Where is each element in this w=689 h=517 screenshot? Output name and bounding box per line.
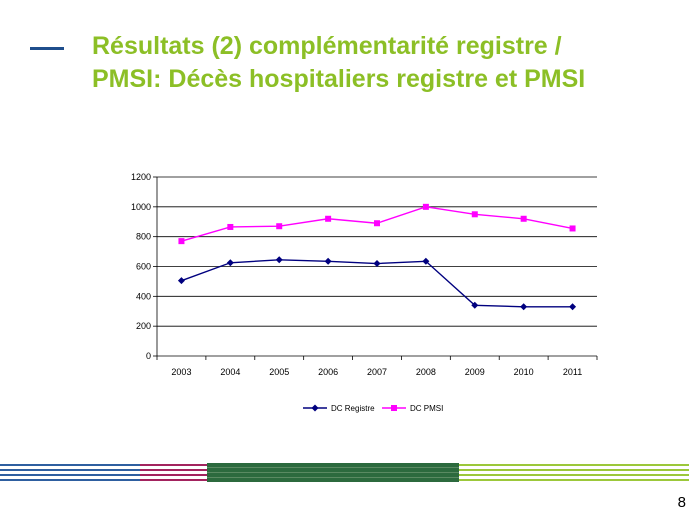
y-tick-label: 800 [136, 232, 151, 242]
series-2-point [276, 223, 283, 230]
series-2-point [178, 238, 185, 245]
y-tick-label: 0 [146, 351, 151, 361]
series-1-point [373, 260, 381, 268]
x-tick-label: 2007 [367, 367, 387, 377]
y-tick-label: 1000 [131, 202, 151, 212]
x-tick-label: 2010 [514, 367, 534, 377]
legend-label-2: DC PMSI [410, 404, 443, 413]
y-tick-label: 600 [136, 262, 151, 272]
slide-title-line-1: Résultats (2) complémentarité registre / [92, 32, 562, 60]
series-2-point [325, 215, 332, 222]
x-tick-label: 2011 [563, 367, 582, 377]
series-2-point [374, 220, 380, 227]
slide-title-line-2: PMSI: Décès hospitaliers registre et PMS… [92, 65, 586, 93]
series-1-point [422, 257, 430, 265]
series-2-point [422, 203, 429, 210]
x-tick-label: 2009 [465, 367, 485, 377]
page-number: 8 [677, 494, 686, 511]
slide-title: Résultats (2) complémentarité registre /… [92, 30, 672, 96]
decorative-stripes [0, 463, 689, 482]
series-2-point [520, 215, 527, 222]
x-tick-label: 2003 [171, 367, 191, 377]
legend-marker-2 [391, 405, 397, 411]
series-1-point [177, 277, 185, 285]
title-accent-dash [30, 47, 64, 50]
x-tick-label: 2005 [269, 367, 289, 377]
series-1-point [226, 259, 234, 267]
series-2-point [569, 225, 576, 232]
y-tick-label: 400 [136, 291, 151, 301]
legend-marker-1 [311, 404, 319, 412]
line-chart: 0 200 400 600 800 1000 1200 2003 2004 2005 2006 200… [131, 172, 598, 413]
y-tick-label: 1200 [131, 172, 151, 182]
series-1-point [275, 256, 283, 264]
series-1-point [324, 257, 332, 265]
series-2-point [227, 223, 234, 230]
series-1-point [569, 303, 577, 311]
x-tick-label: 2008 [416, 367, 436, 377]
series-1-point [520, 303, 528, 311]
series-2-point [471, 211, 478, 218]
y-tick-label: 200 [136, 321, 151, 331]
legend-label-1: DC Registre [331, 404, 375, 413]
x-tick-label: 2006 [318, 367, 338, 377]
series-1-point [471, 301, 479, 309]
x-tick-label: 2004 [220, 367, 240, 377]
